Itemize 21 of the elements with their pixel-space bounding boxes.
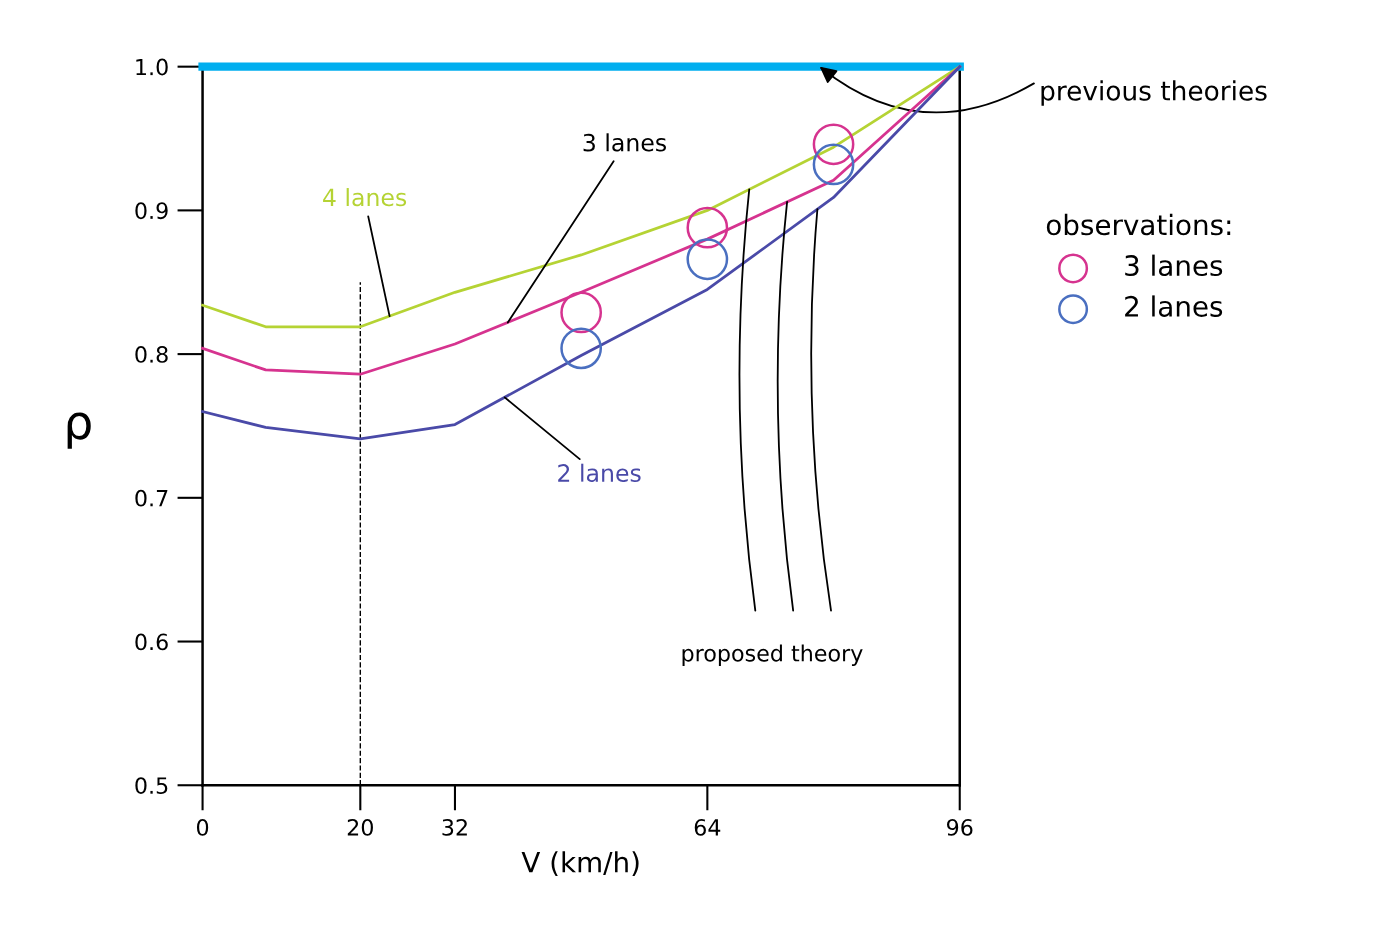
y-tick-label: 0.5 (135, 777, 168, 795)
y-tick-label: 0.9 (135, 202, 168, 220)
x-tick-label: 64 (694, 818, 721, 836)
text: 2 lanes (558, 463, 641, 482)
y-tick-label: 0.8 (135, 346, 168, 363)
y-tick-label: 1.0 (136, 58, 168, 76)
legend-label: 3 lanes (1125, 254, 1223, 277)
legend-label: 2 lanes (1125, 295, 1223, 317)
x-tick-label: 20 (347, 818, 373, 836)
y-tick-label: 0.6 (135, 633, 168, 651)
x-tick-label: 96 (947, 818, 973, 836)
x-axis-title: V (km/h) (521, 851, 639, 876)
x-tick-label: 32 (442, 818, 467, 836)
text: 4 lanes (323, 188, 407, 207)
y-axis-title: ρ (67, 412, 91, 449)
legend-title: observations: (1046, 213, 1231, 236)
annotation: 3 lanes (583, 133, 666, 152)
annotation: proposed theory (682, 644, 863, 666)
text: previous theories (1041, 80, 1267, 106)
y-tick-label: 0.7 (135, 489, 168, 507)
x-tick-label: 0 (196, 818, 209, 836)
